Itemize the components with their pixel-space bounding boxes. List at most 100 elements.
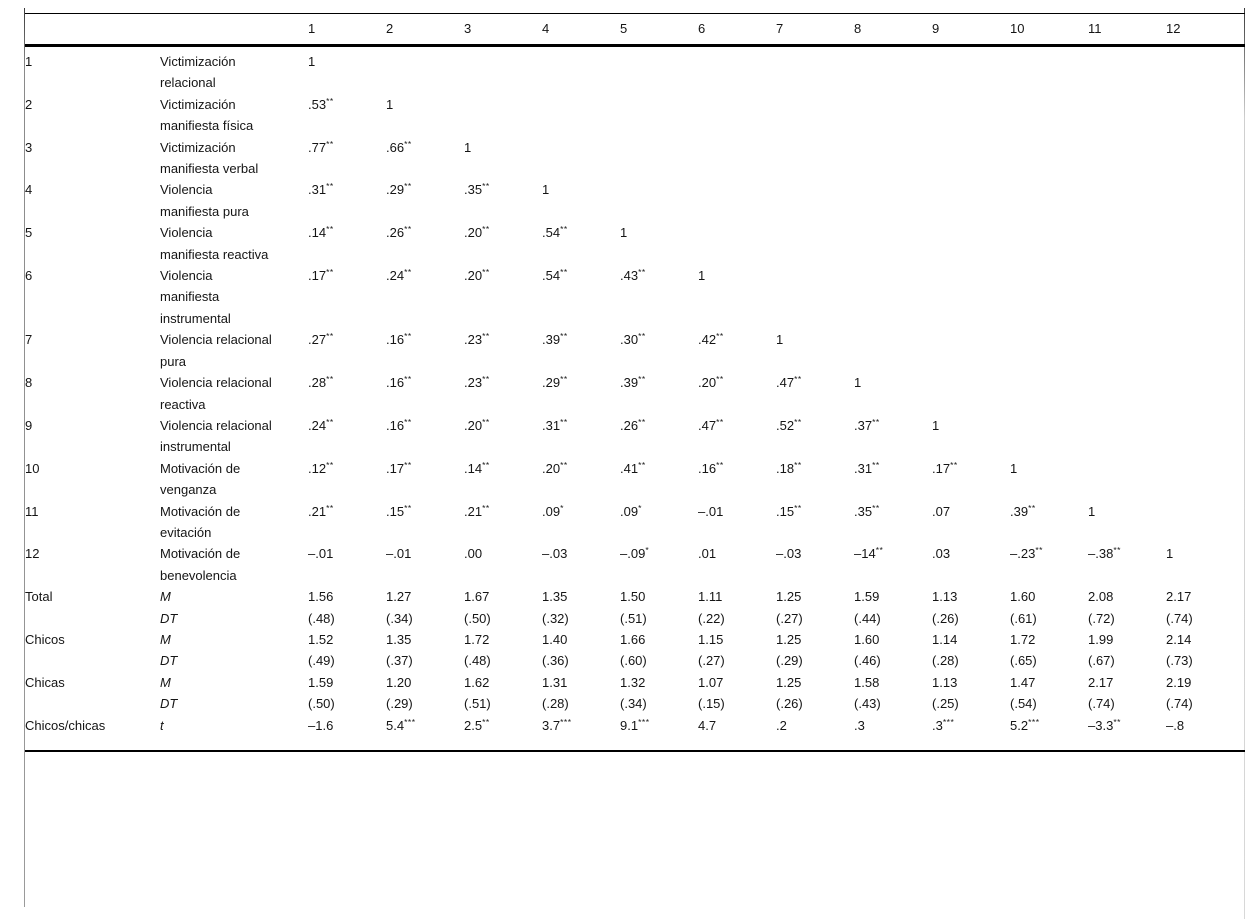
correlation-cell [620,179,698,222]
significance-asterisks: ** [794,502,802,513]
statistic-cell: (.22) [698,610,725,626]
correlation-cell: 1 [308,54,316,69]
row-number: 6 [25,268,33,284]
significance-asterisks: *** [404,716,416,727]
statistic-cell: (.29) [386,696,413,712]
statistic-cell: (.65) [1010,653,1037,669]
significance-asterisks: * [638,502,642,513]
correlation-cell: .24** [386,267,412,284]
statistic-cell: 2.08 [1088,589,1114,605]
significance-asterisks: ** [404,502,412,513]
variable-name-text: Motivación de venganza [160,460,241,498]
correlation-cell: .31** [542,416,568,433]
statistic-cell: 1.60 [1010,589,1036,605]
significance-asterisks: *** [942,716,955,727]
significance-asterisks: ** [638,416,646,427]
correlation-cell [854,179,932,222]
correlation-cell: .23** [464,331,490,348]
table-row-stats-cont-dt: DT (.48) (.34) (.50) (.32) (.51) (.22) (.27) (.4… [25,608,1245,629]
significance-asterisks: ** [1035,545,1043,556]
column-header-6: 6 [698,13,776,47]
correlation-cell: .29** [386,181,412,198]
significance-asterisks: ** [482,459,490,470]
correlation-cell: .16** [386,416,412,433]
statistic-label: M [160,589,171,605]
row-number: 3 [25,139,33,155]
correlation-cell [854,137,932,180]
significance-asterisks: ** [560,374,568,385]
significance-asterisks: ** [638,459,646,470]
significance-asterisks: ** [326,502,334,513]
significance-asterisks: ** [560,267,568,278]
statistic-cell: (.74) [1088,696,1115,712]
correlation-cell: .37** [854,416,880,433]
correlation-cell: .24** [308,416,334,433]
group-label: Total [25,589,53,605]
statistic-cell: 1.13 [932,674,958,690]
significance-asterisks: ** [404,459,412,470]
statistic-cell: (.15) [698,696,725,712]
correlation-cell: .17** [932,459,958,476]
correlation-cell [1166,94,1245,137]
significance-asterisks: *** [560,716,572,727]
correlation-cell: .20** [698,374,724,391]
correlation-cell [464,46,542,94]
statistic-cell: (.48) [464,653,491,669]
statistic-cell: 2.19 [1166,674,1192,690]
statistic-cell: 1.07 [698,674,724,690]
correlation-cell [854,329,932,372]
correlation-cell: 1 [386,96,394,112]
correlation-cell [1088,265,1166,329]
header-spacer-varname [160,13,308,47]
statistic-cell: 1.25 [776,674,802,690]
correlation-cell [854,46,932,94]
significance-asterisks: ** [482,331,490,342]
correlation-cell: 1 [464,139,472,155]
correlation-cell: .09* [542,502,564,519]
correlation-cell: .30** [620,331,646,348]
statistic-cell: (.32) [542,610,569,626]
statistic-cell: 1.52 [308,631,334,647]
correlation-cell [1088,329,1166,372]
correlation-cell: .53** [308,95,334,112]
group-label: Chicos/chicas [25,717,106,733]
statistic-cell: 1.47 [1010,674,1036,690]
correlation-cell [698,94,776,137]
correlation-cell [1010,415,1088,458]
significance-asterisks: ** [1113,545,1121,556]
correlation-cell: .23** [464,374,490,391]
significance-asterisks: ** [716,374,724,385]
table-row-stats-chicas-m: Chicas M 1.59 1.20 1.62 1.31 1.32 1.07 1.25 1.58 1… [25,672,1245,693]
correlation-cell [932,329,1010,372]
variable-name: Violencia manifiesta instrumental [160,265,308,329]
correlation-cell: .20** [464,267,490,284]
statistic-cell: 2.14 [1166,631,1192,647]
correlation-cell [698,179,776,222]
statistic-cell: (.25) [932,696,959,712]
significance-asterisks: ** [872,459,880,470]
row-number: 4 [25,182,33,198]
group-label: Chicos [25,631,65,647]
statistic-cell: –1.6 [308,717,334,733]
correlation-cell: –.03 [542,546,568,562]
statistic-label: M [160,674,171,690]
correlation-cell [698,137,776,180]
correlation-cell: .03 [932,546,951,562]
correlation-cell: –.23** [1010,545,1043,562]
significance-asterisks: ** [404,331,412,342]
table-row-stats-total-m: Total M 1.56 1.27 1.67 1.35 1.50 1.11 1.25 1.59 1.… [25,586,1245,607]
significance-asterisks: * [560,502,564,513]
statistic-cell: 1.20 [386,674,412,690]
statistic-cell: 1.67 [464,589,490,605]
correlation-cell [1010,94,1088,137]
statistic-cell: 1.15 [698,631,724,647]
significance-asterisks: ** [794,374,802,385]
significance-asterisks: ** [560,459,568,470]
statistic-cell: .2 [776,717,787,733]
statistic-cell: (.37) [386,653,413,669]
correlation-cell: .52** [776,416,802,433]
correlation-cell [1166,222,1245,265]
correlation-cell [542,137,620,180]
statistic-cell: 2.17 [1088,674,1114,690]
correlation-cell [1088,179,1166,222]
